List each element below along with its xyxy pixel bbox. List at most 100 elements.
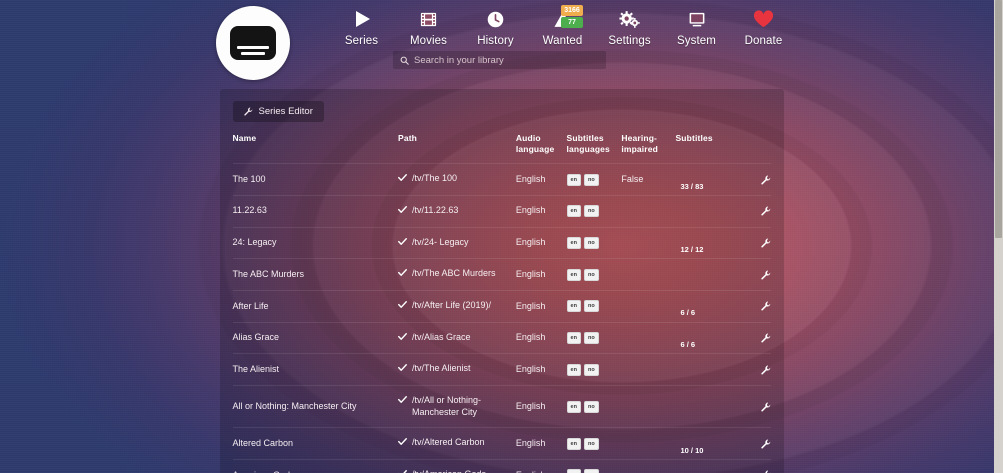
row-edit-wrench-icon[interactable] (750, 301, 771, 311)
language-pill[interactable]: en (566, 469, 581, 473)
clock-icon (486, 8, 505, 30)
language-pill[interactable]: no (583, 332, 599, 345)
check-icon (398, 268, 407, 281)
table-row[interactable]: The Alienist /tv/The Alienist English en… (232, 353, 771, 386)
language-pill[interactable]: no (583, 469, 599, 473)
language-pill[interactable]: no (583, 300, 599, 313)
cell-path: /tv/After Life (2019)/ (398, 290, 516, 323)
cell-hearing-impaired (621, 226, 676, 259)
cell-subtitles (675, 353, 750, 386)
table-row[interactable]: The ABC Murders /tv/The ABC Murders Engl… (232, 258, 771, 291)
cell-hearing-impaired (621, 427, 676, 460)
table-row[interactable]: Altered Carbon /tv/Altered Carbon Englis… (232, 427, 771, 460)
nav-item-wanted[interactable]: 3166 77 Wanted (529, 5, 596, 47)
cell-audio-language: English (515, 459, 567, 473)
column-header-audio-language[interactable]: Audio language (515, 133, 555, 154)
nav-label-history: History (477, 35, 514, 47)
cell-path: /tv/The ABC Murders (398, 258, 516, 291)
language-pill[interactable]: no (583, 236, 599, 249)
cell-actions (749, 258, 771, 291)
language-pill[interactable]: no (583, 268, 599, 281)
page-scrollbar-thumb[interactable] (995, 0, 1002, 238)
play-icon (352, 8, 372, 30)
language-pill[interactable]: en (566, 300, 581, 313)
table-row[interactable]: All or Nothing: Manchester City /tv/All … (232, 385, 771, 428)
cell-path: /tv/Alias Grace (398, 321, 516, 354)
nav-item-system[interactable]: System (663, 8, 730, 47)
table-row[interactable]: After Life /tv/After Life (2019)/ Englis… (232, 290, 771, 323)
series-editor-label: Series Editor (258, 106, 313, 117)
nav-item-history[interactable]: History (462, 8, 529, 47)
language-pill[interactable]: en (566, 173, 581, 186)
cell-subtitles (675, 385, 750, 428)
cell-audio-language: English (515, 427, 567, 460)
row-edit-wrench-icon[interactable] (750, 402, 771, 412)
row-edit-wrench-icon[interactable] (750, 270, 771, 280)
bazarr-logo[interactable] (216, 6, 290, 80)
language-pill[interactable]: en (566, 268, 581, 281)
path-text: /tv/The 100 (412, 173, 458, 184)
nav-item-movies[interactable]: Movies (395, 8, 462, 47)
language-pill[interactable]: en (566, 437, 581, 450)
nav-item-donate[interactable]: Donate (730, 8, 797, 47)
check-icon (398, 332, 407, 345)
page-scrollbar[interactable] (994, 0, 1003, 473)
path-text: /tv/The ABC Murders (412, 268, 496, 279)
cell-path: /tv/24- Legacy (398, 226, 516, 259)
cell-actions (749, 194, 771, 228)
cell-actions (749, 226, 771, 259)
cell-subtitles: 33 / 83 (675, 163, 750, 196)
language-pill[interactable]: no (583, 363, 599, 376)
table-row[interactable]: American Gods /tv/American Gods English … (232, 459, 771, 473)
row-edit-wrench-icon[interactable] (750, 365, 771, 375)
row-edit-wrench-icon[interactable] (750, 238, 771, 248)
language-pill[interactable]: no (583, 173, 599, 186)
language-pill[interactable]: no (583, 205, 599, 218)
row-edit-wrench-icon[interactable] (750, 206, 771, 216)
language-pill[interactable]: en (566, 205, 581, 218)
column-header-subtitles-languages[interactable]: Subtitles languages (566, 133, 610, 154)
check-icon (398, 363, 407, 376)
cell-name: After Life (232, 290, 398, 323)
cell-hearing-impaired (621, 459, 676, 473)
series-editor-button[interactable]: Series Editor (232, 101, 324, 122)
nav-item-settings[interactable]: Settings (596, 8, 663, 47)
language-pill[interactable]: en (566, 363, 581, 376)
language-pill[interactable]: en (566, 400, 581, 413)
row-edit-wrench-icon[interactable] (750, 333, 771, 343)
heart-icon (753, 8, 774, 30)
cell-name: The Alienist (232, 353, 398, 386)
app-header: Series Movies (0, 0, 1003, 80)
row-edit-wrench-icon[interactable] (750, 470, 771, 473)
row-edit-wrench-icon[interactable] (750, 175, 771, 185)
column-header-subtitles[interactable]: Subtitles (675, 133, 713, 143)
cell-hearing-impaired (621, 290, 676, 323)
cell-hearing-impaired (621, 385, 676, 428)
column-header-name[interactable]: Name (232, 133, 257, 143)
language-pill[interactable]: no (583, 400, 599, 413)
check-icon (398, 395, 407, 408)
column-header-path[interactable]: Path (398, 133, 418, 143)
language-pill[interactable]: en (566, 332, 581, 345)
nav-item-series[interactable]: Series (328, 8, 395, 47)
table-row[interactable]: 11.22.63 /tv/11.22.63 English en no (232, 194, 771, 228)
language-pill[interactable]: no (583, 437, 599, 450)
cell-actions (749, 290, 771, 323)
cell-audio-language: English (515, 226, 567, 259)
row-edit-wrench-icon[interactable] (750, 439, 771, 449)
search-box[interactable] (393, 51, 606, 69)
column-header-hearing-impaired[interactable]: Hearing-impaired (621, 133, 658, 154)
search-input[interactable] (414, 54, 599, 66)
language-pill[interactable]: en (566, 236, 581, 249)
bazarr-logo-icon (230, 26, 276, 60)
search-icon (400, 56, 409, 65)
table-row[interactable]: Alias Grace /tv/Alias Grace English en no… (232, 321, 771, 354)
